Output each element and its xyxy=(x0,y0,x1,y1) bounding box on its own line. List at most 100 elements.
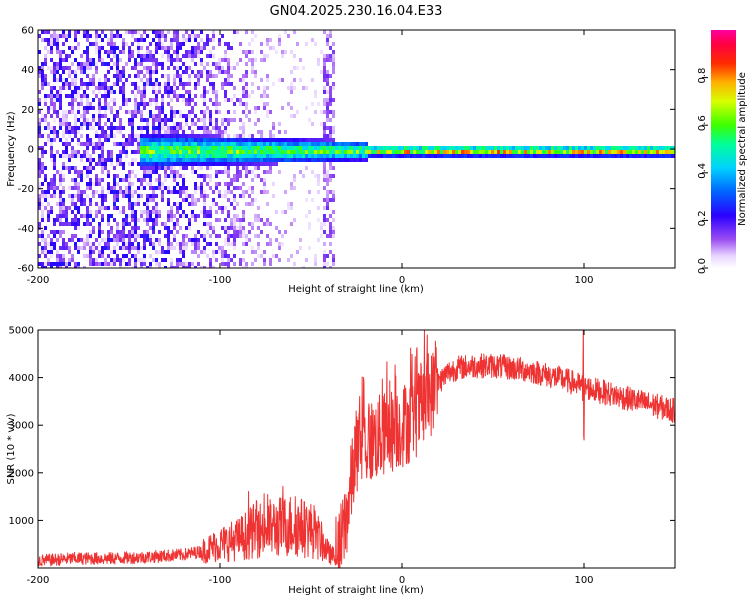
heatmap-cell xyxy=(191,150,194,154)
heatmap-cell xyxy=(332,158,335,162)
heatmap-cell xyxy=(305,106,308,110)
heatmap-cell xyxy=(71,222,74,226)
heatmap-cell xyxy=(245,146,248,150)
heatmap-cell xyxy=(182,254,185,258)
heatmap-cell xyxy=(143,238,146,242)
heatmap-cell xyxy=(62,202,65,206)
heatmap-cell xyxy=(101,186,104,190)
heatmap-cell xyxy=(227,66,230,70)
heatmap-cell xyxy=(329,110,332,114)
heatmap-cell xyxy=(86,150,89,154)
heatmap-cell xyxy=(161,142,164,146)
heatmap-cell xyxy=(92,262,95,266)
heatmap-cell xyxy=(107,254,110,258)
heatmap-cell xyxy=(329,266,332,268)
heatmap-cell xyxy=(239,118,242,122)
heatmap-cell xyxy=(113,238,116,242)
heatmap-cell xyxy=(146,130,149,134)
heatmap-cell xyxy=(302,138,305,142)
heatmap-cell xyxy=(188,98,191,102)
heatmap-cell xyxy=(338,158,341,162)
heatmap-cell xyxy=(179,206,182,210)
heatmap-cell xyxy=(227,230,230,234)
heatmap-cell xyxy=(140,62,143,66)
heatmap-cell xyxy=(179,66,182,70)
heatmap-cell xyxy=(122,258,125,262)
heatmap-cell xyxy=(74,114,77,118)
heatmap-cell xyxy=(38,102,41,106)
heatmap-cell xyxy=(254,110,257,114)
heatmap-cell xyxy=(182,234,185,238)
heatmap-cell xyxy=(275,226,278,230)
heatmap-cell xyxy=(95,190,98,194)
heatmap-cell xyxy=(233,226,236,230)
heatmap-cell xyxy=(137,110,140,114)
heatmap-cell xyxy=(287,154,290,158)
x-tick-label: -200 xyxy=(27,575,50,586)
heatmap-cell xyxy=(197,50,200,54)
heatmap-cell xyxy=(281,242,284,246)
heatmap-cell xyxy=(167,202,170,206)
heatmap-cell xyxy=(146,202,149,206)
heatmap-cell xyxy=(137,234,140,238)
heatmap-cell xyxy=(212,230,215,234)
heatmap-cell xyxy=(206,42,209,46)
heatmap-cell xyxy=(203,114,206,118)
heatmap-cell xyxy=(224,70,227,74)
heatmap-cell xyxy=(119,186,122,190)
heatmap-cell xyxy=(92,74,95,78)
heatmap-cell xyxy=(374,146,377,150)
heatmap-cell xyxy=(86,182,89,186)
heatmap-cell xyxy=(209,114,212,118)
heatmap-cell xyxy=(245,138,248,142)
heatmap-cell xyxy=(155,102,158,106)
heatmap-cell xyxy=(62,258,65,262)
heatmap-cell xyxy=(161,74,164,78)
heatmap-cell xyxy=(212,86,215,90)
heatmap-cell xyxy=(332,198,335,202)
heatmap-cell xyxy=(194,266,197,268)
heatmap-cell xyxy=(161,126,164,130)
heatmap-cell xyxy=(254,250,257,254)
heatmap-cell xyxy=(194,38,197,42)
heatmap-cell xyxy=(119,50,122,54)
heatmap-cell xyxy=(386,150,389,154)
heatmap-cell xyxy=(47,250,50,254)
heatmap-cell xyxy=(200,150,203,154)
heatmap-cell xyxy=(224,78,227,82)
heatmap-cell xyxy=(50,242,53,246)
heatmap-cell xyxy=(56,94,59,98)
heatmap-cell xyxy=(92,42,95,46)
heatmap-cell xyxy=(290,150,293,154)
heatmap-cell xyxy=(53,42,56,46)
heatmap-cell xyxy=(128,202,131,206)
heatmap-cell xyxy=(131,110,134,114)
heatmap-cell xyxy=(335,154,338,158)
heatmap-cell xyxy=(170,262,173,266)
heatmap-cell xyxy=(239,258,242,262)
heatmap-cell xyxy=(170,170,173,174)
heatmap-cell xyxy=(86,254,89,258)
heatmap-cell xyxy=(140,154,143,158)
heatmap-cell xyxy=(584,146,587,150)
heatmap-cell xyxy=(116,142,119,146)
heatmap-cell xyxy=(293,86,296,90)
heatmap-cell xyxy=(254,122,257,126)
heatmap-cell xyxy=(308,158,311,162)
heatmap-cell xyxy=(536,154,539,158)
heatmap-cell xyxy=(107,230,110,234)
heatmap-cell xyxy=(188,74,191,78)
heatmap-cell xyxy=(176,258,179,262)
heatmap-cell xyxy=(323,166,326,170)
heatmap-cell xyxy=(266,170,269,174)
heatmap-cell xyxy=(194,146,197,150)
heatmap-cell xyxy=(128,246,131,250)
heatmap-cell xyxy=(119,34,122,38)
heatmap-cell xyxy=(170,174,173,178)
heatmap-cell xyxy=(224,166,227,170)
heatmap-cell xyxy=(353,146,356,150)
heatmap-cell xyxy=(278,78,281,82)
heatmap-cell xyxy=(71,178,74,182)
heatmap-cell xyxy=(155,106,158,110)
heatmap-cell xyxy=(317,158,320,162)
